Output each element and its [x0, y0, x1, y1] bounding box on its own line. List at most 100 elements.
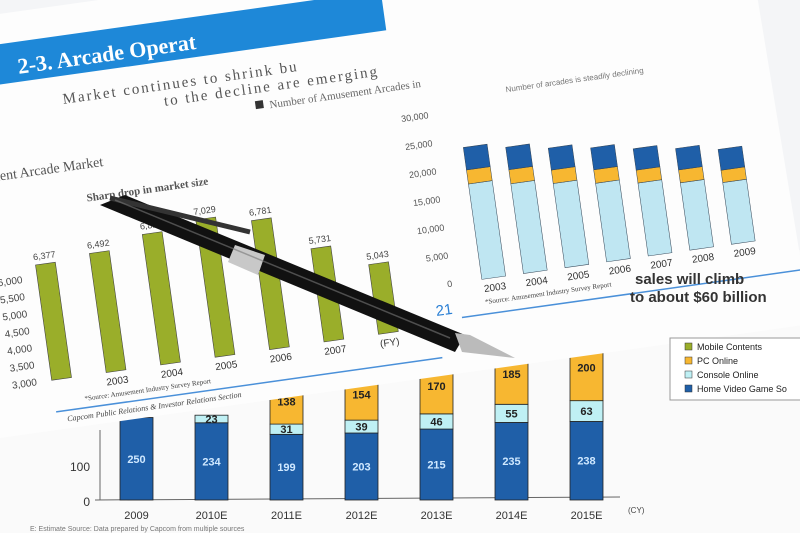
stacked-bar-segment — [119, 417, 154, 501]
legend-label: PC Online — [697, 356, 738, 366]
stacked-bar-segment — [569, 421, 604, 501]
y-tick-label: 6,000 — [0, 275, 24, 289]
value-label: 215 — [427, 460, 445, 472]
y-tick-label: 15,000 — [412, 194, 441, 208]
x-tick-label: 2004 — [525, 275, 549, 289]
y-tick-label: 20,000 — [408, 166, 437, 180]
stacked-bar-segment — [194, 414, 229, 424]
value-label: 185 — [502, 369, 520, 381]
legend-label: Home Video Game So — [697, 384, 787, 394]
pen-highlight — [114, 199, 451, 339]
pen — [100, 195, 515, 358]
section-banner — [0, 0, 387, 96]
y-tick-label: 5,500 — [0, 292, 26, 306]
value-label: 46 — [430, 416, 442, 428]
value-label: 6,781 — [248, 205, 272, 218]
top-document: 2-3. Arcade Operat Market continues to s… — [0, 0, 800, 424]
y-tick-label: 3,500 — [9, 360, 36, 374]
y-tick-label: 4,500 — [4, 326, 31, 340]
y-tick-label: 5,000 — [2, 309, 29, 323]
stacked-bar-segment — [505, 143, 533, 171]
legend-swatch — [684, 356, 693, 365]
x-tick-label: 2009 — [733, 246, 757, 260]
value-label: 63 — [580, 406, 592, 418]
value-label: 39 — [355, 422, 367, 434]
stacked-bar-segment — [717, 145, 746, 171]
y-tick-label: 30,000 — [401, 110, 430, 124]
legend-label: Console Online — [697, 370, 759, 380]
footer-rule — [56, 356, 443, 413]
y-tick-label: 0 — [83, 495, 90, 509]
headline-line-1: sales will climb — [635, 271, 744, 288]
value-label: 235 — [502, 456, 520, 468]
y-tick-label: 0 — [446, 279, 452, 290]
x-tick-label: 2006 — [269, 352, 293, 366]
y-tick-label: 4,000 — [7, 343, 34, 357]
y-tick-label: 10,000 — [416, 222, 445, 236]
value-label: 154 — [352, 390, 371, 402]
x-tick-label: 2010E — [196, 510, 228, 522]
stacked-bar-segment — [632, 145, 661, 171]
value-label: 138 — [277, 396, 295, 408]
stacked-bar-segment — [194, 422, 229, 501]
stacked-bar-segment — [590, 144, 618, 171]
x-tick-label: 2008 — [691, 252, 715, 266]
legend-swatch — [684, 384, 693, 393]
value-label: 238 — [577, 456, 595, 468]
x-tick-label: 2003 — [106, 375, 130, 389]
source-note: E: Estimate Source: Data prepared by Cap… — [30, 526, 245, 533]
legend-swatch — [684, 370, 693, 379]
stacked-bar-segment — [494, 422, 529, 501]
bar — [195, 216, 236, 358]
legend-swatch — [254, 100, 264, 110]
stacked-bar-segment — [269, 433, 304, 501]
value-label: 170 — [427, 381, 445, 393]
x-tick-label: 2005 — [567, 269, 591, 283]
x-tick-label: 2011E — [271, 510, 302, 522]
value-label: 200 — [577, 363, 595, 375]
pen-ring — [228, 245, 265, 275]
x-tick-label: 2004 — [160, 367, 184, 381]
legend-label: Mobile Contents — [697, 342, 763, 352]
y-tick-label: 25,000 — [404, 138, 433, 152]
x-tick-label: 2006 — [608, 264, 632, 278]
x-tick-label: 2015E — [571, 510, 603, 522]
legend-swatch — [684, 342, 693, 351]
pen-tip — [455, 333, 515, 358]
bar — [35, 261, 72, 381]
value-label: 5,043 — [366, 249, 390, 262]
x-tick-label: (FY) — [379, 337, 400, 351]
stacked-bar-segment — [547, 144, 576, 171]
stacked-bar-segment — [344, 432, 379, 501]
value-label: 6,492 — [86, 238, 110, 251]
x-tick-label: 2005 — [215, 359, 239, 373]
stacked-bar-segment — [463, 143, 491, 171]
value-label: 23 — [205, 414, 217, 426]
x-tick-label: 2009 — [124, 510, 148, 522]
value-label: 199 — [277, 462, 295, 474]
x-tick-label: 2007 — [650, 258, 674, 272]
x-tick-label: 2007 — [324, 344, 348, 358]
y-tick-label: 3,000 — [11, 377, 38, 391]
x-unit-label: (CY) — [628, 506, 645, 515]
pen-barrel — [100, 195, 465, 352]
x-tick-label: 2014E — [496, 510, 528, 522]
y-tick-label: 5,000 — [425, 251, 449, 264]
value-label: 31 — [280, 424, 292, 436]
value-label: 6,377 — [32, 249, 56, 262]
page-number: 21 — [435, 301, 454, 320]
rule — [461, 267, 800, 319]
bottom-document-overlay: sales will climb to about $60 billion Mo… — [630, 271, 800, 401]
value-label: 7,029 — [193, 204, 217, 217]
stacked-bar-segment — [675, 144, 703, 171]
value-label: 234 — [202, 456, 221, 468]
value-label: 250 — [127, 454, 145, 466]
headline-line-2: to about $60 billion — [630, 289, 767, 306]
bar — [89, 250, 127, 373]
x-tick-label: 2003 — [483, 281, 507, 295]
value-label: 5,731 — [308, 233, 332, 246]
value-label: 55 — [505, 408, 517, 420]
value-label: 203 — [352, 462, 370, 474]
y-tick-label: 100 — [70, 460, 90, 474]
